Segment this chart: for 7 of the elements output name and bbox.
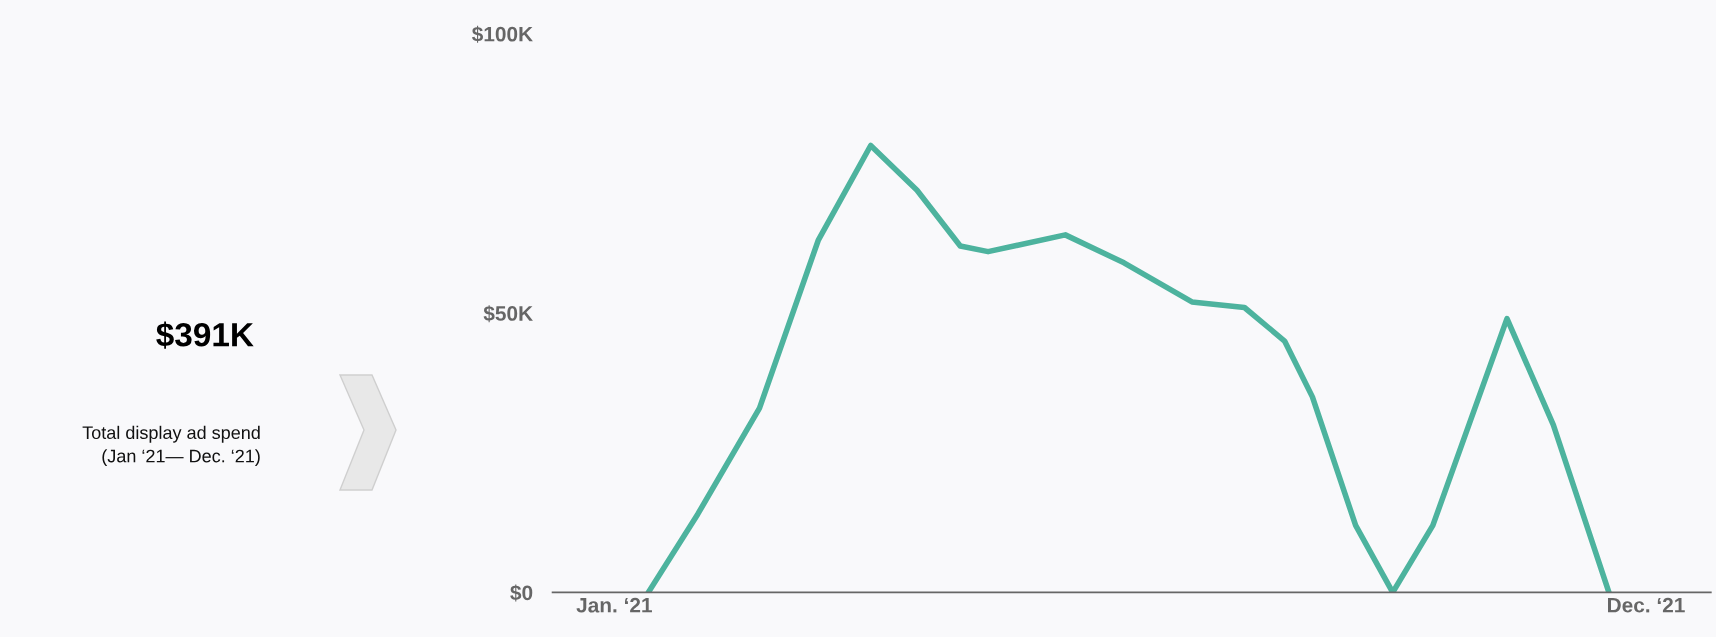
y-tick-label: $0 — [510, 584, 533, 602]
y-tick-label: $50K — [483, 305, 533, 323]
x-tick-label: Jan. ‘21 — [576, 597, 652, 613]
x-tick-label: Dec. ‘21 — [1608, 597, 1685, 613]
text: Total display ad spend (Jan ‘21— Dec. ‘21) — [82, 425, 260, 466]
y-tick-label: $100K — [471, 25, 533, 43]
text: $391K — [156, 321, 254, 349]
